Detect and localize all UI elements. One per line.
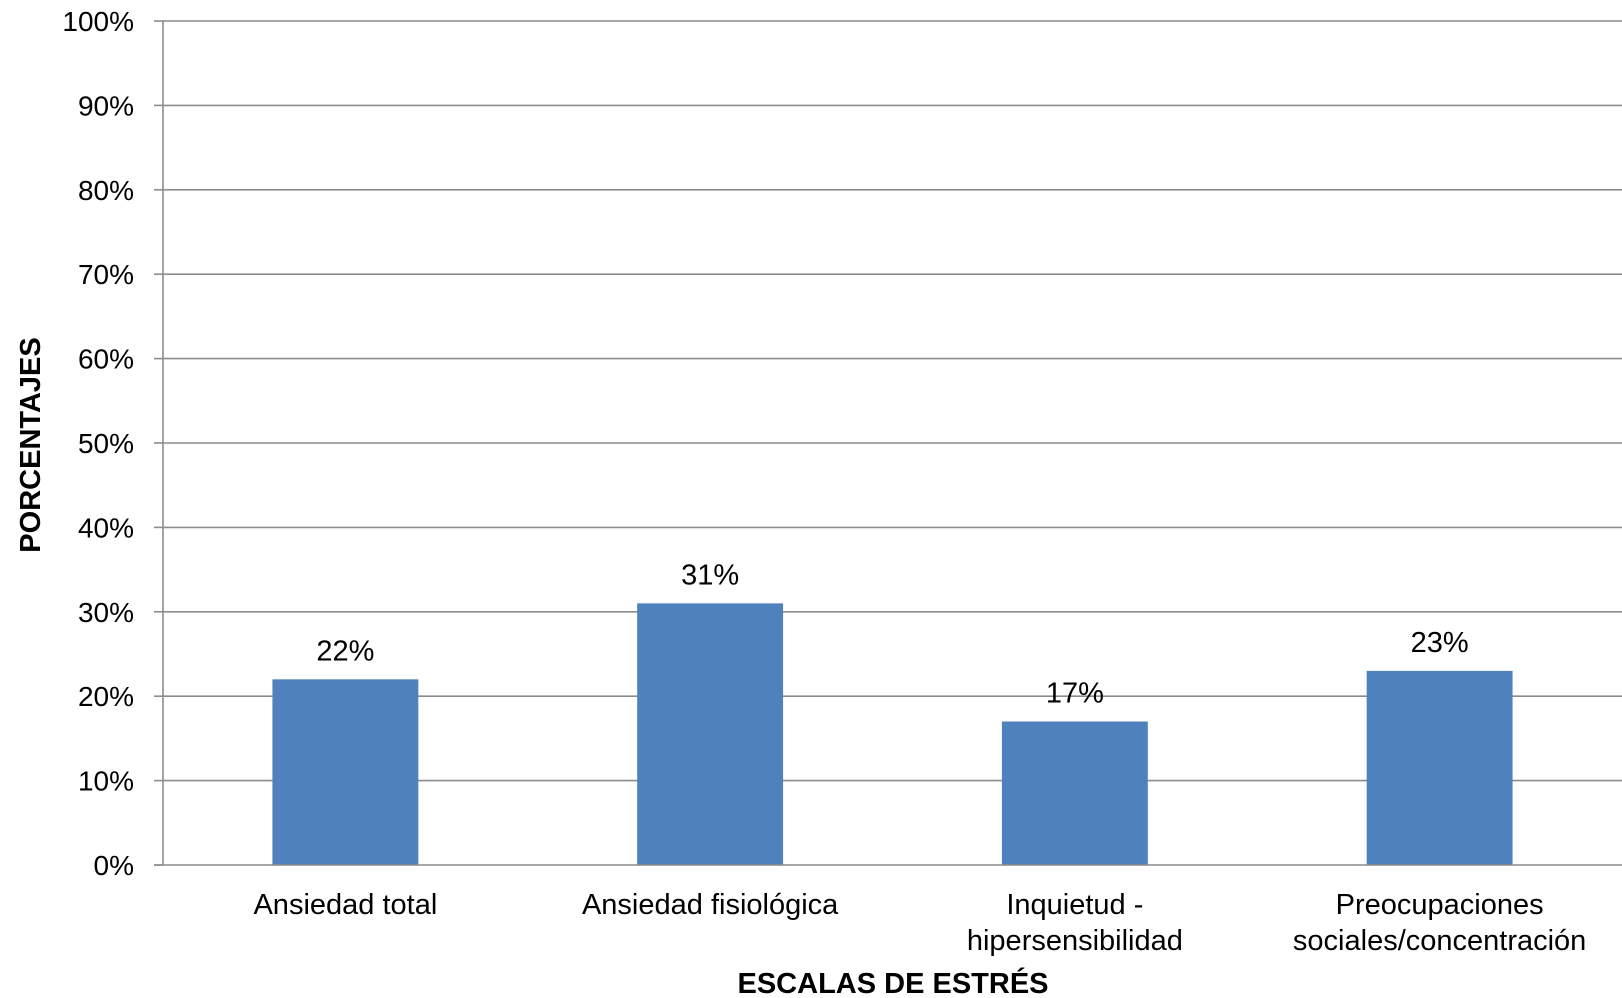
- axes: [154, 20, 1622, 866]
- bar: [272, 679, 419, 865]
- y-tick-label: 80%: [78, 175, 134, 206]
- data-label: 17%: [1046, 678, 1104, 710]
- y-tick-labels: 0% 10% 20% 30% 40% 50% 60% 70% 80% 90% 100%: [62, 6, 134, 881]
- y-tick-label: 60%: [78, 344, 134, 375]
- x-tick-label-line: Ansiedad total: [253, 889, 437, 921]
- x-axis-title: ESCALAS DE ESTRÉS: [738, 966, 1049, 998]
- data-labels: 22% 31% 17% 23%: [316, 559, 1468, 709]
- y-tick-label: 100%: [62, 6, 134, 37]
- y-tick-label: 40%: [78, 512, 134, 543]
- data-label: 23%: [1411, 627, 1469, 659]
- bar: [1366, 670, 1513, 865]
- gridlines: [163, 20, 1622, 782]
- bar: [637, 603, 784, 865]
- x-tick-label-line: Preocupaciones: [1336, 889, 1544, 921]
- y-tick-label: 30%: [78, 597, 134, 628]
- data-label: 31%: [681, 559, 739, 591]
- x-tick-labels: Ansiedad total Ansiedad fisiológica Inquie…: [253, 889, 1586, 957]
- y-tick-label: 70%: [78, 259, 134, 290]
- x-tick-label: Ansiedad fisiológica: [582, 889, 839, 921]
- data-label: 22%: [316, 635, 374, 667]
- x-tick-label-line: hipersensibilidad: [967, 925, 1183, 957]
- x-tick-label-line: Inquietud -: [1006, 889, 1143, 921]
- x-tick-label: Ansiedad total: [253, 889, 437, 921]
- x-tick-label-line: Ansiedad fisiológica: [582, 889, 839, 921]
- x-tick-label: Inquietud - hipersensibilidad: [967, 889, 1183, 957]
- y-axis-title: PORCENTAJES: [15, 337, 47, 552]
- y-tick-label: 10%: [78, 766, 134, 797]
- bars: [272, 603, 1513, 865]
- y-tick-label: 0%: [94, 850, 134, 881]
- x-tick-label: Preocupaciones sociales/concentración: [1293, 889, 1586, 957]
- y-tick-label: 90%: [78, 90, 134, 121]
- y-tick-label: 20%: [78, 681, 134, 712]
- y-tick-label: 50%: [78, 428, 134, 459]
- x-tick-label-line: sociales/concentración: [1293, 925, 1586, 957]
- bar: [1001, 721, 1148, 865]
